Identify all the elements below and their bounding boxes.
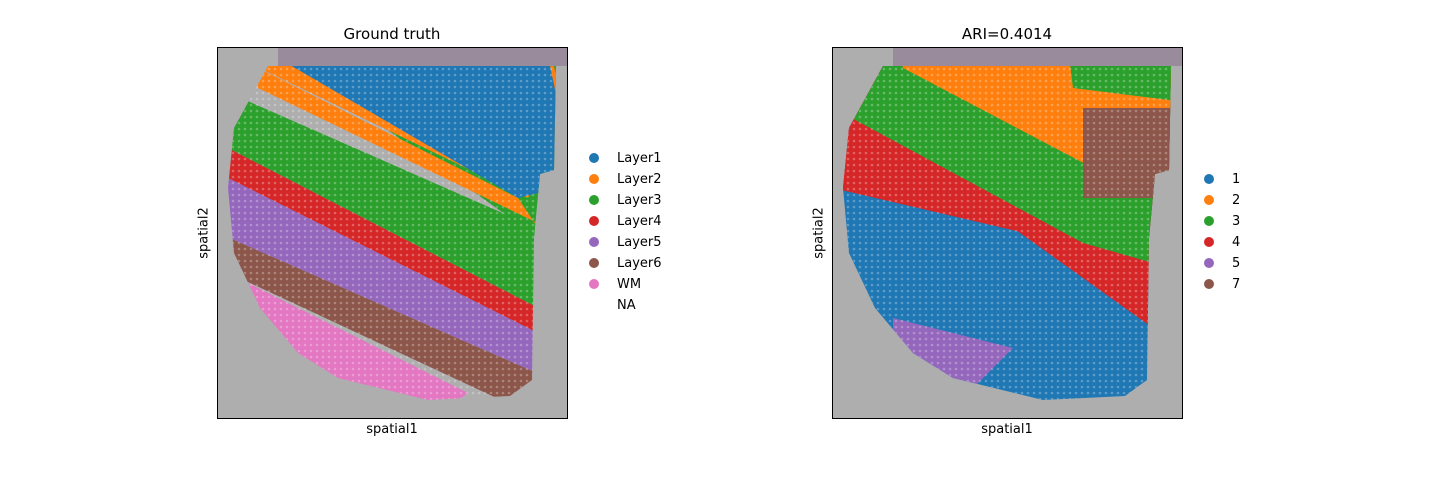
legend-label: 7: [1232, 276, 1241, 292]
x-axis-label: spatial1: [366, 422, 418, 437]
legend-marker: [1204, 216, 1214, 226]
legend-item: Layer5: [589, 232, 662, 252]
legend-marker: [589, 279, 599, 289]
legend-marker: [589, 153, 599, 163]
legend-item: Layer2: [589, 169, 662, 189]
legend-marker: [589, 300, 599, 310]
legend-marker: [1204, 258, 1214, 268]
plot-area: [832, 47, 1183, 419]
legend-marker: [1204, 237, 1214, 247]
legend-item: Layer3: [589, 190, 662, 210]
legend-label: Layer3: [617, 192, 662, 208]
legend-marker: [589, 216, 599, 226]
legend-marker: [589, 237, 599, 247]
legend-item: 5: [1204, 253, 1240, 273]
legend-item: 1: [1204, 169, 1240, 189]
legend-label: Layer5: [617, 234, 662, 250]
tissue-image: [218, 48, 567, 418]
legend-label: WM: [617, 276, 642, 292]
legend-marker: [589, 258, 599, 268]
legend-marker: [1204, 174, 1214, 184]
legend-label: Layer2: [617, 171, 662, 187]
legend-item: Layer1: [589, 148, 662, 168]
legend-item: NA: [589, 295, 636, 315]
chart-title: ARI=0.4014: [961, 25, 1053, 43]
legend-item: WM: [589, 274, 641, 294]
legend-marker: [1204, 279, 1214, 289]
legend-item: 4: [1204, 232, 1240, 252]
y-axis-label: spatial2: [196, 207, 212, 259]
legend-label: 4: [1232, 234, 1241, 250]
legend-marker: [589, 195, 599, 205]
legend-item: 2: [1204, 190, 1240, 210]
legend-marker: [1204, 195, 1214, 205]
legend-item: 7: [1204, 274, 1240, 294]
chart-title: Ground truth: [343, 25, 441, 43]
tissue-image: [833, 48, 1182, 418]
legend-item: Layer6: [589, 253, 662, 273]
legend-label: NA: [617, 297, 636, 313]
legend-item: 3: [1204, 211, 1240, 231]
x-axis-label: spatial1: [981, 422, 1033, 437]
legend-label: Layer6: [617, 255, 662, 271]
y-axis-label: spatial2: [811, 207, 827, 259]
legend-marker: [589, 174, 599, 184]
plot-area: [217, 47, 568, 419]
legend-label: 1: [1232, 171, 1241, 187]
legend-label: 2: [1232, 192, 1241, 208]
legend-label: Layer4: [617, 213, 662, 229]
legend-label: Layer1: [617, 150, 662, 166]
legend-item: Layer4: [589, 211, 662, 231]
legend-label: 5: [1232, 255, 1241, 271]
legend-label: 3: [1232, 213, 1241, 229]
